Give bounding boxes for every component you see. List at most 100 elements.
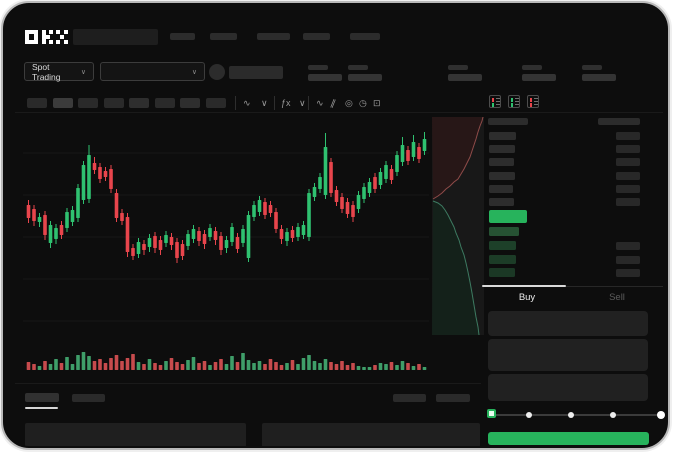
timeframe-placeholder[interactable] bbox=[104, 98, 124, 108]
ask-amount-bar bbox=[616, 172, 640, 180]
ticker-stat-label bbox=[448, 65, 468, 70]
icon-stripe-top bbox=[511, 98, 513, 102]
nav-item-placeholder[interactable] bbox=[210, 33, 237, 40]
icon-stripe-bottom bbox=[530, 103, 532, 107]
market-type-selector[interactable]: Spot Trading ∨ bbox=[24, 61, 94, 82]
depth-chart[interactable] bbox=[432, 117, 484, 335]
bid-price-bar[interactable] bbox=[489, 241, 516, 250]
price-field[interactable] bbox=[488, 311, 648, 336]
icon-dash bbox=[496, 98, 500, 99]
icon-dash bbox=[534, 98, 538, 99]
ticker-stat-value bbox=[522, 74, 556, 81]
icon-stripe-bottom bbox=[511, 103, 513, 107]
pair-selector[interactable]: ∨ bbox=[100, 62, 205, 81]
order-history-panel bbox=[262, 423, 480, 446]
orders-action-placeholder[interactable] bbox=[393, 394, 426, 402]
last-price-button[interactable] bbox=[489, 210, 527, 223]
slider-step-dot[interactable] bbox=[526, 412, 532, 418]
icon-stripe-bottom bbox=[492, 103, 494, 107]
timeframe-placeholder[interactable] bbox=[53, 98, 73, 108]
market-type-label: Spot Trading bbox=[32, 61, 61, 82]
pair-name-placeholder bbox=[229, 66, 283, 79]
ask-amount-bar bbox=[616, 145, 640, 153]
candlestick-chart[interactable] bbox=[23, 117, 429, 373]
nav-item-placeholder[interactable] bbox=[350, 33, 380, 40]
fullscreen-icon[interactable]: ⊡ bbox=[373, 98, 381, 108]
okx-logo-glyph bbox=[25, 30, 68, 44]
timeframe-placeholder[interactable] bbox=[155, 98, 175, 108]
icon-dash bbox=[515, 98, 519, 99]
ask-price-bar[interactable] bbox=[489, 145, 515, 153]
line-tool-icon[interactable]: ∿ bbox=[316, 98, 324, 108]
orders-tab-placeholder[interactable] bbox=[72, 394, 105, 402]
ticker-stat-value bbox=[348, 74, 382, 81]
ask-amount-bar bbox=[616, 185, 640, 193]
nav-item-placeholder[interactable] bbox=[170, 33, 195, 40]
ticker-stat-label bbox=[348, 65, 368, 70]
toolbar-group-divider bbox=[274, 96, 275, 110]
ask-amount-bar bbox=[616, 132, 640, 140]
slider-step-dot[interactable] bbox=[568, 412, 574, 418]
amount-field[interactable] bbox=[488, 339, 648, 371]
orderbook-view-combined-icon[interactable] bbox=[489, 95, 501, 108]
bid-amount-bar bbox=[616, 269, 640, 277]
app-screen: Spot Trading ∨ ∨ Buy Sell ∿ ∨ ƒx ∨ ∿ ∥ ◎ ◷ ⊡ bbox=[5, 5, 666, 446]
orders-tab-placeholder[interactable] bbox=[25, 393, 59, 402]
amount-slider-track[interactable] bbox=[492, 414, 660, 416]
orders-tab-underline bbox=[25, 407, 58, 409]
bid-price-bar[interactable] bbox=[489, 227, 519, 236]
timeframe-placeholder[interactable] bbox=[27, 98, 47, 108]
timeframe-placeholder[interactable] bbox=[78, 98, 98, 108]
tab-buy[interactable]: Buy bbox=[518, 292, 536, 303]
timeframe-placeholder[interactable] bbox=[206, 98, 226, 108]
ask-amount-bar bbox=[616, 198, 640, 206]
bid-price-bar[interactable] bbox=[489, 268, 515, 277]
indicator-fx-icon[interactable]: ƒx bbox=[281, 98, 291, 108]
okx-logo[interactable] bbox=[25, 29, 69, 45]
buy-submit-button[interactable] bbox=[488, 432, 649, 445]
tab-sell[interactable]: Sell bbox=[609, 292, 625, 303]
ask-price-bar[interactable] bbox=[489, 172, 515, 180]
icon-stripe-top bbox=[492, 98, 494, 102]
indicator-chevron-icon[interactable]: ∨ bbox=[299, 98, 306, 108]
bid-amount-bar bbox=[616, 256, 640, 264]
orderbook-view-asks-icon[interactable] bbox=[527, 95, 539, 108]
icon-dash bbox=[496, 101, 500, 102]
slider-step-dot[interactable] bbox=[657, 411, 665, 419]
orders-action-placeholder[interactable] bbox=[436, 394, 470, 402]
icon-dash bbox=[496, 104, 500, 105]
ask-amount-bar bbox=[616, 158, 640, 166]
ticker-stat-value bbox=[448, 74, 482, 81]
chart-type-icon[interactable]: ∿ bbox=[243, 98, 251, 108]
nav-item-placeholder[interactable] bbox=[257, 33, 290, 40]
toolbar-group-divider bbox=[235, 96, 236, 110]
timeframe-placeholder[interactable] bbox=[180, 98, 200, 108]
orderbook-view-bids-icon[interactable] bbox=[508, 95, 520, 108]
trade-tabs-divider bbox=[482, 286, 663, 287]
ask-price-bar[interactable] bbox=[489, 158, 514, 166]
slider-step-dot[interactable] bbox=[610, 412, 616, 418]
ask-price-bar[interactable] bbox=[489, 198, 514, 206]
ask-price-bar[interactable] bbox=[489, 185, 513, 193]
chart-type-chevron-icon[interactable]: ∨ bbox=[261, 98, 268, 108]
history-clock-icon[interactable]: ◷ bbox=[359, 98, 367, 108]
icon-dash bbox=[534, 104, 538, 105]
total-field[interactable] bbox=[488, 374, 648, 401]
open-orders-panel bbox=[25, 423, 246, 446]
ask-price-bar[interactable] bbox=[489, 132, 516, 140]
bid-price-bar[interactable] bbox=[489, 255, 516, 264]
icon-stripe-top bbox=[530, 98, 532, 102]
draw-tool-icon[interactable]: ∥ bbox=[329, 97, 338, 109]
orderbook-col-header bbox=[488, 118, 528, 125]
timeframe-placeholder[interactable] bbox=[129, 98, 149, 108]
amount-slider-handle[interactable] bbox=[487, 409, 496, 418]
chevron-down-icon: ∨ bbox=[80, 68, 86, 76]
bid-amount-bar bbox=[616, 242, 640, 250]
icon-dash bbox=[534, 101, 538, 102]
icon-dash bbox=[515, 101, 519, 102]
nav-item-placeholder[interactable] bbox=[303, 33, 330, 40]
icon-dash bbox=[515, 104, 519, 105]
chevron-down-icon: ∨ bbox=[191, 68, 197, 76]
camera-icon[interactable]: ◎ bbox=[345, 98, 353, 108]
